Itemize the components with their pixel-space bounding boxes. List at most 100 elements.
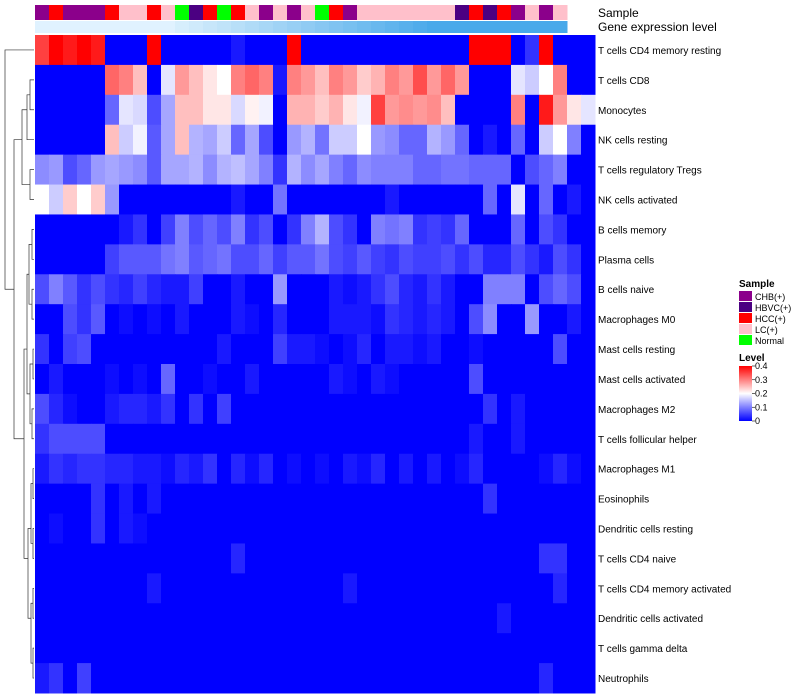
- heatmap-cell: [175, 64, 190, 96]
- heatmap-cell: [581, 154, 596, 186]
- heatmap-cell: [539, 94, 554, 126]
- heatmap-cell: [217, 423, 232, 455]
- heatmap-cell: [539, 184, 554, 215]
- heatmap-cell: [329, 64, 344, 96]
- level-annotation-cell: [63, 21, 78, 33]
- heatmap-cell: [287, 154, 302, 186]
- heatmap-cell: [511, 64, 526, 96]
- heatmap-cell: [203, 154, 218, 186]
- heatmap-cell: [203, 244, 218, 275]
- heatmap-cell: [455, 573, 470, 604]
- heatmap-cell: [175, 124, 190, 156]
- heatmap-cell: [329, 453, 344, 485]
- heatmap-cell: [91, 633, 106, 664]
- legend-level-tick-label: 0.3: [755, 375, 768, 385]
- heatmap-cell: [525, 603, 540, 634]
- heatmap-cell: [441, 244, 456, 275]
- heatmap-cell: [371, 184, 386, 215]
- heatmap-cell: [371, 423, 386, 455]
- heatmap-cell: [119, 184, 134, 215]
- heatmap-cell: [567, 124, 582, 156]
- heatmap-cell: [161, 274, 176, 305]
- sample-annotation-cell: [553, 5, 568, 20]
- heatmap-cell: [259, 543, 274, 574]
- heatmap-cell: [91, 573, 106, 604]
- heatmap-cell: [525, 483, 540, 515]
- row-label: Mast cells activated: [598, 375, 685, 386]
- heatmap-cell: [259, 423, 274, 455]
- heatmap-cell: [231, 334, 246, 365]
- heatmap-cell: [231, 483, 246, 515]
- heatmap-cell: [357, 603, 372, 634]
- heatmap-cell: [315, 423, 330, 455]
- level-annotation-cell: [343, 21, 358, 33]
- heatmap-cell: [497, 603, 512, 634]
- heatmap-cell: [497, 543, 512, 574]
- level-annotation-cell: [175, 21, 190, 33]
- heatmap-cell: [35, 513, 50, 544]
- heatmap-cell: [553, 334, 568, 365]
- heatmap-cell: [413, 633, 428, 664]
- heatmap-cell: [343, 603, 358, 634]
- heatmap-cell: [105, 184, 120, 215]
- heatmap-cell: [105, 64, 120, 96]
- heatmap-cell: [427, 603, 442, 634]
- heatmap-cell: [539, 573, 554, 604]
- heatmap-cell: [469, 244, 484, 275]
- heatmap-cell: [539, 663, 554, 694]
- heatmap-cell: [77, 304, 92, 335]
- heatmap-cell: [259, 393, 274, 425]
- heatmap-cell: [91, 64, 106, 96]
- heatmap-cell: [357, 184, 372, 215]
- heatmap-cell: [441, 334, 456, 365]
- heatmap-cell: [259, 633, 274, 664]
- level-annotation-cell: [35, 21, 50, 33]
- heatmap-cell: [371, 214, 386, 245]
- heatmap-cell: [469, 603, 484, 634]
- heatmap-cell: [259, 184, 274, 215]
- heatmap-cell: [553, 543, 568, 574]
- heatmap-cell: [539, 124, 554, 156]
- heatmap-cell: [231, 304, 246, 335]
- heatmap-cell: [35, 364, 50, 395]
- heatmap-cell: [371, 274, 386, 305]
- legend-sample-swatch: [739, 302, 752, 312]
- level-annotation-cell: [217, 21, 232, 33]
- heatmap-cell: [301, 573, 316, 604]
- heatmap-cell: [287, 573, 302, 604]
- heatmap-cell: [63, 573, 78, 604]
- heatmap-cell: [287, 423, 302, 455]
- sample-annotation-cell: [371, 5, 386, 20]
- heatmap-cell: [315, 543, 330, 574]
- row-label: Plasma cells: [598, 255, 654, 266]
- heatmap-cell: [343, 393, 358, 425]
- heatmap-cell: [427, 453, 442, 485]
- heatmap-cell: [427, 274, 442, 305]
- heatmap-cell: [189, 64, 204, 96]
- heatmap-cell: [259, 154, 274, 186]
- heatmap-cell: [539, 603, 554, 634]
- heatmap-cell: [189, 513, 204, 544]
- heatmap-cell: [49, 423, 64, 455]
- heatmap-cell: [427, 483, 442, 515]
- level-annotation-cell: [189, 21, 204, 33]
- heatmap-cell: [189, 423, 204, 455]
- heatmap-cell: [147, 184, 162, 215]
- dendrogram-branch: [23, 348, 28, 559]
- heatmap-cell: [63, 483, 78, 515]
- heatmap-cell: [273, 304, 288, 335]
- heatmap-cell: [427, 423, 442, 455]
- heatmap-cell: [581, 453, 596, 485]
- heatmap-cell: [301, 603, 316, 634]
- heatmap-cell: [427, 573, 442, 604]
- heatmap-cell: [189, 94, 204, 126]
- heatmap-cell: [567, 274, 582, 305]
- level-annotation-cell: [147, 21, 162, 33]
- heatmap-cell: [497, 94, 512, 126]
- heatmap-cell: [175, 94, 190, 126]
- heatmap-cell: [455, 543, 470, 574]
- heatmap-cell: [231, 154, 246, 186]
- heatmap-cell: [189, 543, 204, 574]
- heatmap-cell: [301, 244, 316, 275]
- heatmap-cell: [497, 334, 512, 365]
